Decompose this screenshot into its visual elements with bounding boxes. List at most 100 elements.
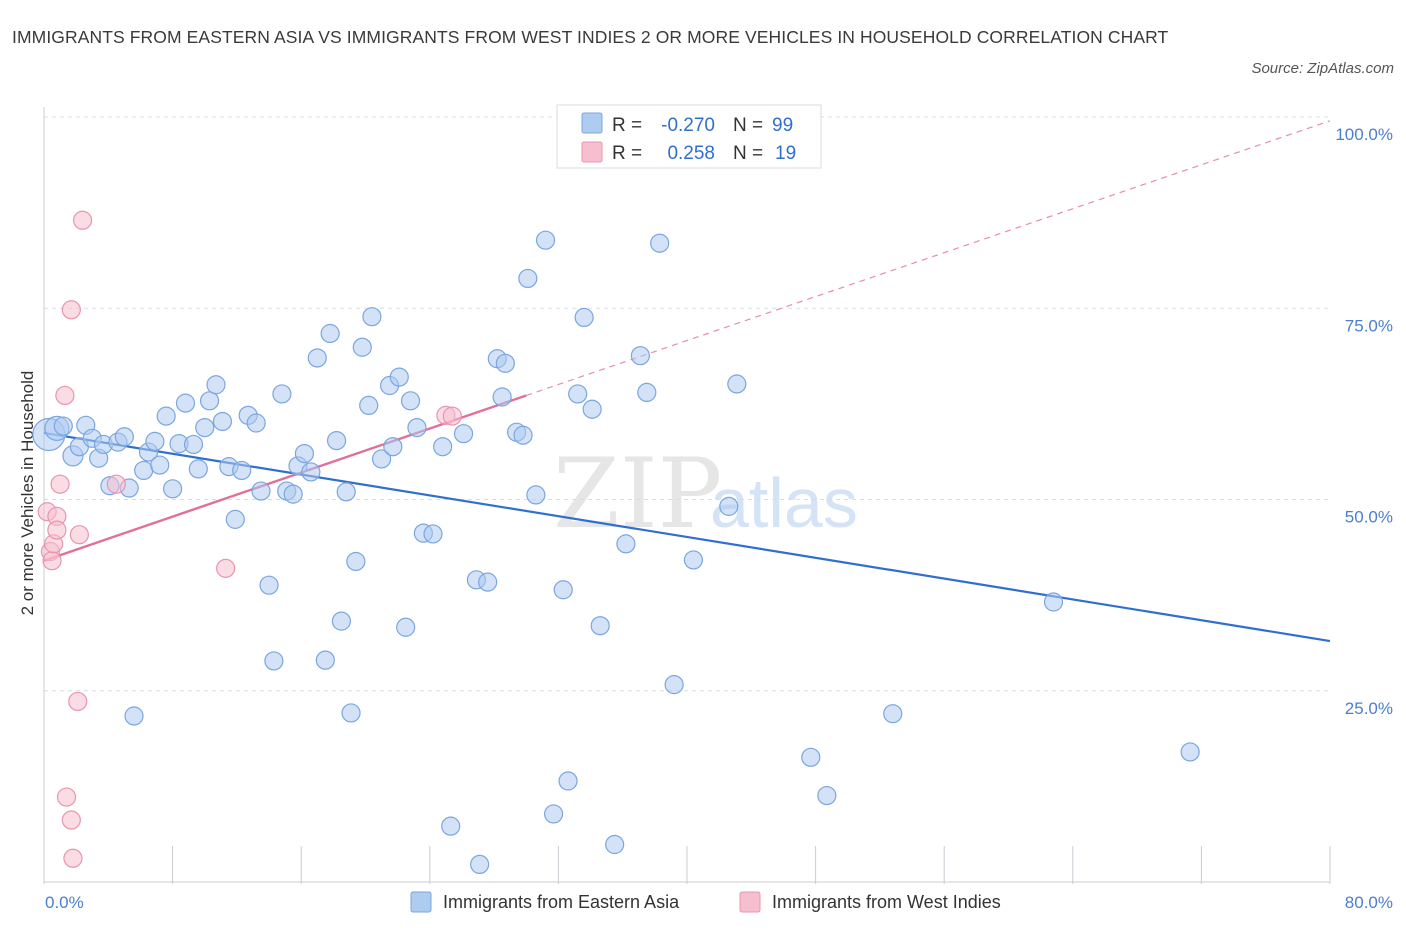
point-eastern-asia-90 [719,496,739,516]
point-eastern-asia-94 [817,785,837,806]
point-eastern-asia-17 [150,455,170,475]
point-eastern-asia-95 [883,704,903,724]
point-eastern-asia-74 [526,485,546,505]
trend-extension-west-indies [526,120,1331,397]
point-eastern-asia-11 [114,427,134,447]
point-eastern-asia-80 [574,307,594,328]
point-eastern-asia-72 [513,425,533,445]
point-eastern-asia-41 [301,462,321,482]
point-eastern-asia-67 [478,572,498,592]
legend-r-value-2: 0.258 [667,143,715,164]
point-eastern-asia-85 [630,346,650,366]
legend-n-label-2: N = [733,143,763,164]
point-eastern-asia-24 [195,417,215,438]
series-eastern-asia [32,107,1200,875]
y-tick-label-2: 75.0% [1345,316,1393,335]
bottom-legend-west-indies: Immigrants from West Indies [772,892,1001,912]
point-eastern-asia-84 [616,534,636,554]
point-eastern-asia-23 [188,459,208,479]
point-eastern-asia-91 [727,374,747,394]
point-west-indies-11 [63,848,83,868]
point-eastern-asia-59 [407,417,427,438]
point-eastern-asia-76 [543,804,564,824]
point-eastern-asia-70 [495,353,515,373]
point-west-indies-14 [72,210,93,230]
point-eastern-asia-45 [326,430,347,451]
point-eastern-asia-49 [346,551,366,572]
point-eastern-asia-62 [433,437,453,457]
point-west-indies-12 [68,691,88,712]
point-eastern-asia-32 [246,413,266,433]
axes: 2 or more Vehicles in Household 25.0% 50.… [18,107,1393,912]
source-label: Source: ZipAtlas.com [1251,60,1394,77]
point-eastern-asia-96 [1043,592,1064,612]
legend-n-label-1: N = [733,115,763,136]
point-west-indies-5 [47,520,67,540]
point-eastern-asia-44 [320,323,340,344]
point-west-indies-8 [56,787,77,807]
grid [44,116,1330,692]
point-eastern-asia-87 [650,233,670,253]
point-eastern-asia-25 [199,391,220,411]
point-west-indies-7 [55,385,75,406]
legend-r-value-1: -0.270 [661,115,715,136]
point-eastern-asia-21 [175,393,196,413]
series-west-indies [37,210,462,868]
point-eastern-asia-47 [336,482,356,502]
point-eastern-asia-55 [383,437,403,457]
point-eastern-asia-13 [124,706,144,726]
point-west-indies-15 [106,474,126,494]
point-eastern-asia-79 [568,384,588,404]
point-eastern-asia-63 [441,816,461,836]
y-tick-label-3: 100.0% [1335,125,1393,144]
bottom-legend-swatch-west-indies [739,891,761,913]
point-eastern-asia-69 [492,387,512,407]
point-eastern-asia-89 [683,550,704,570]
point-eastern-asia-30 [232,460,252,481]
point-eastern-asia-48 [341,703,361,723]
point-eastern-asia-88 [664,675,684,695]
point-eastern-asia-57 [396,617,416,637]
point-eastern-asia-16 [145,431,165,451]
legend-n-value-1: 99 [772,115,793,136]
x-tick-label-0: 0.0% [45,893,84,912]
legend-n-value-2: 19 [775,143,796,164]
point-eastern-asia-43 [315,650,335,670]
point-eastern-asia-27 [212,411,233,432]
legend-r-label-1: R = [612,115,642,136]
point-west-indies-2 [42,551,62,571]
y-tick-label-1: 50.0% [1345,508,1393,527]
point-eastern-asia-46 [331,611,351,631]
point-west-indies-18 [442,406,462,426]
point-eastern-asia-78 [558,771,578,791]
point-eastern-asia-18 [156,406,176,426]
point-eastern-asia-26 [206,375,226,395]
point-west-indies-10 [61,300,81,320]
point-eastern-asia-51 [359,395,379,416]
point-eastern-asia-36 [272,384,292,404]
point-west-indies-13 [69,525,89,545]
legend-swatch-eastern-asia [581,112,603,134]
legend-r-label-2: R = [612,143,642,164]
bottom-legend-swatch-eastern-asia [410,891,432,913]
point-eastern-asia-34 [259,575,279,595]
point-eastern-asia-58 [400,391,421,411]
point-eastern-asia-29 [225,509,245,529]
point-eastern-asia-66 [470,854,490,875]
point-west-indies-9 [61,810,81,830]
point-eastern-asia-14 [134,460,154,481]
bottom-legend-eastern-asia: Immigrants from Eastern Asia [443,892,680,912]
chart-title: IMMIGRANTS FROM EASTERN ASIA VS IMMIGRAN… [12,27,1169,47]
point-eastern-asia-50 [352,337,372,357]
point-eastern-asia-77 [553,580,573,600]
point-eastern-asia-73 [518,268,538,289]
trend-line-eastern-asia [43,431,1331,643]
point-west-indies-6 [50,474,70,494]
watermark-zip: ZIP [553,438,722,550]
point-eastern-asia-86 [637,382,657,402]
point-eastern-asia-42 [307,348,327,368]
point-eastern-asia-64 [453,424,474,444]
data-points [32,107,1200,875]
point-eastern-asia-40 [294,444,315,464]
point-eastern-asia-22 [183,434,204,455]
